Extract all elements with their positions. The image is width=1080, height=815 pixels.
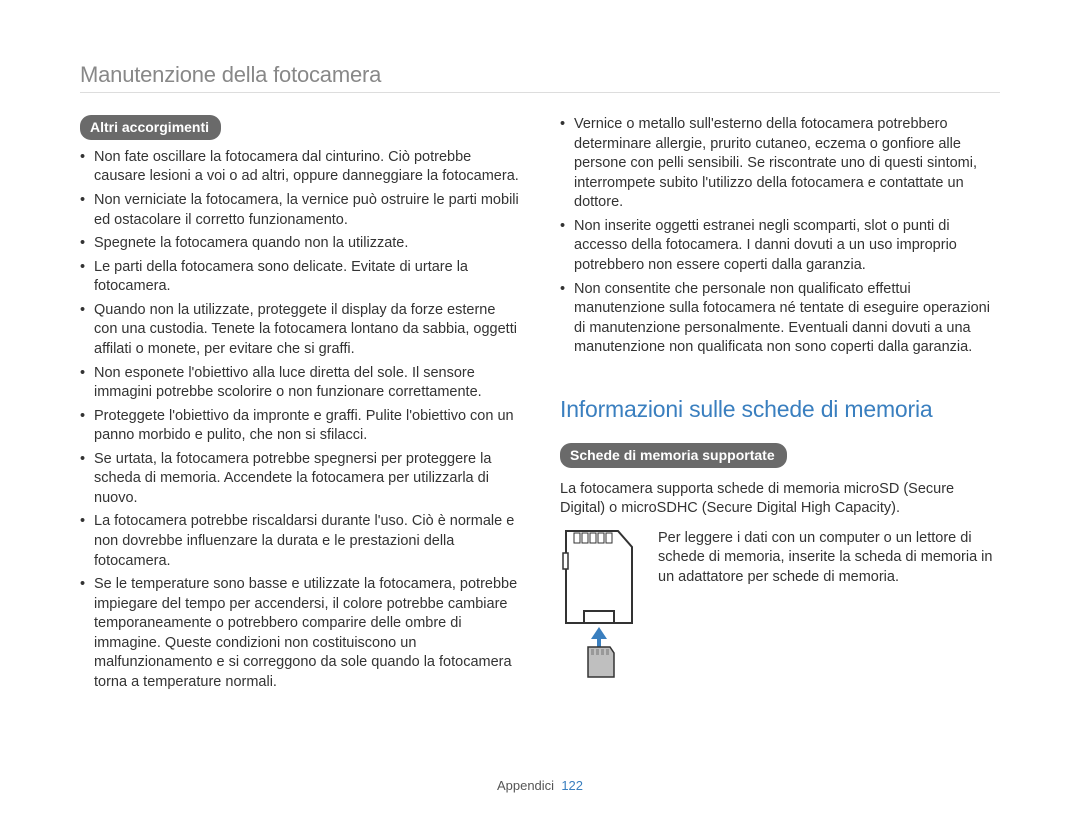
left-column: Altri accorgimenti Non fate oscillare la… [80,115,520,697]
page-container: Manutenzione della fotocamera Altri acco… [0,0,1080,815]
list-item: Se le temperature sono basse e utilizzat… [80,575,520,692]
left-bullet-list: Non fate oscillare la fotocamera dal cin… [80,148,520,693]
card-note: Per leggere i dati con un computer o un … [658,529,1000,588]
page-header: Manutenzione della fotocamera [80,62,1000,88]
right-top-bullet-list: Vernice o metallo sull'esterno della fot… [560,115,1000,358]
list-item: Quando non la utilizzate, proteggete il … [80,301,520,360]
list-item: Proteggete l'obiettivo da impronte e gra… [80,407,520,446]
section-title: Informazioni sulle schede di memoria [560,394,1000,425]
list-item: Se urtata, la fotocamera potrebbe spegne… [80,450,520,509]
list-item: Non inserite oggetti estranei negli scom… [560,217,1000,276]
footer-label: Appendici [497,778,554,793]
list-item: Non esponete l'obiettivo alla luce diret… [80,364,520,403]
right-pill: Schede di memoria supportate [560,443,787,468]
sd-card-icon [560,529,640,686]
footer-page-number: 122 [561,778,583,793]
left-pill: Altri accorgimenti [80,115,221,140]
header-divider [80,92,1000,93]
footer: Appendici 122 [0,778,1080,793]
card-figure: Per leggere i dati con un computer o un … [560,529,1000,686]
list-item: Vernice o metallo sull'esterno della fot… [560,115,1000,213]
list-item: La fotocamera potrebbe riscaldarsi duran… [80,512,520,571]
columns: Altri accorgimenti Non fate oscillare la… [80,115,1000,697]
memory-intro: La fotocamera supporta schede di memoria… [560,480,1000,519]
right-column: Vernice o metallo sull'esterno della fot… [560,115,1000,697]
list-item: Non fate oscillare la fotocamera dal cin… [80,148,520,187]
list-item: Non consentite che personale non qualifi… [560,280,1000,358]
list-item: Spegnete la fotocamera quando non la uti… [80,234,520,254]
list-item: Non verniciate la fotocamera, la vernice… [80,191,520,230]
list-item: Le parti della fotocamera sono delicate.… [80,258,520,297]
